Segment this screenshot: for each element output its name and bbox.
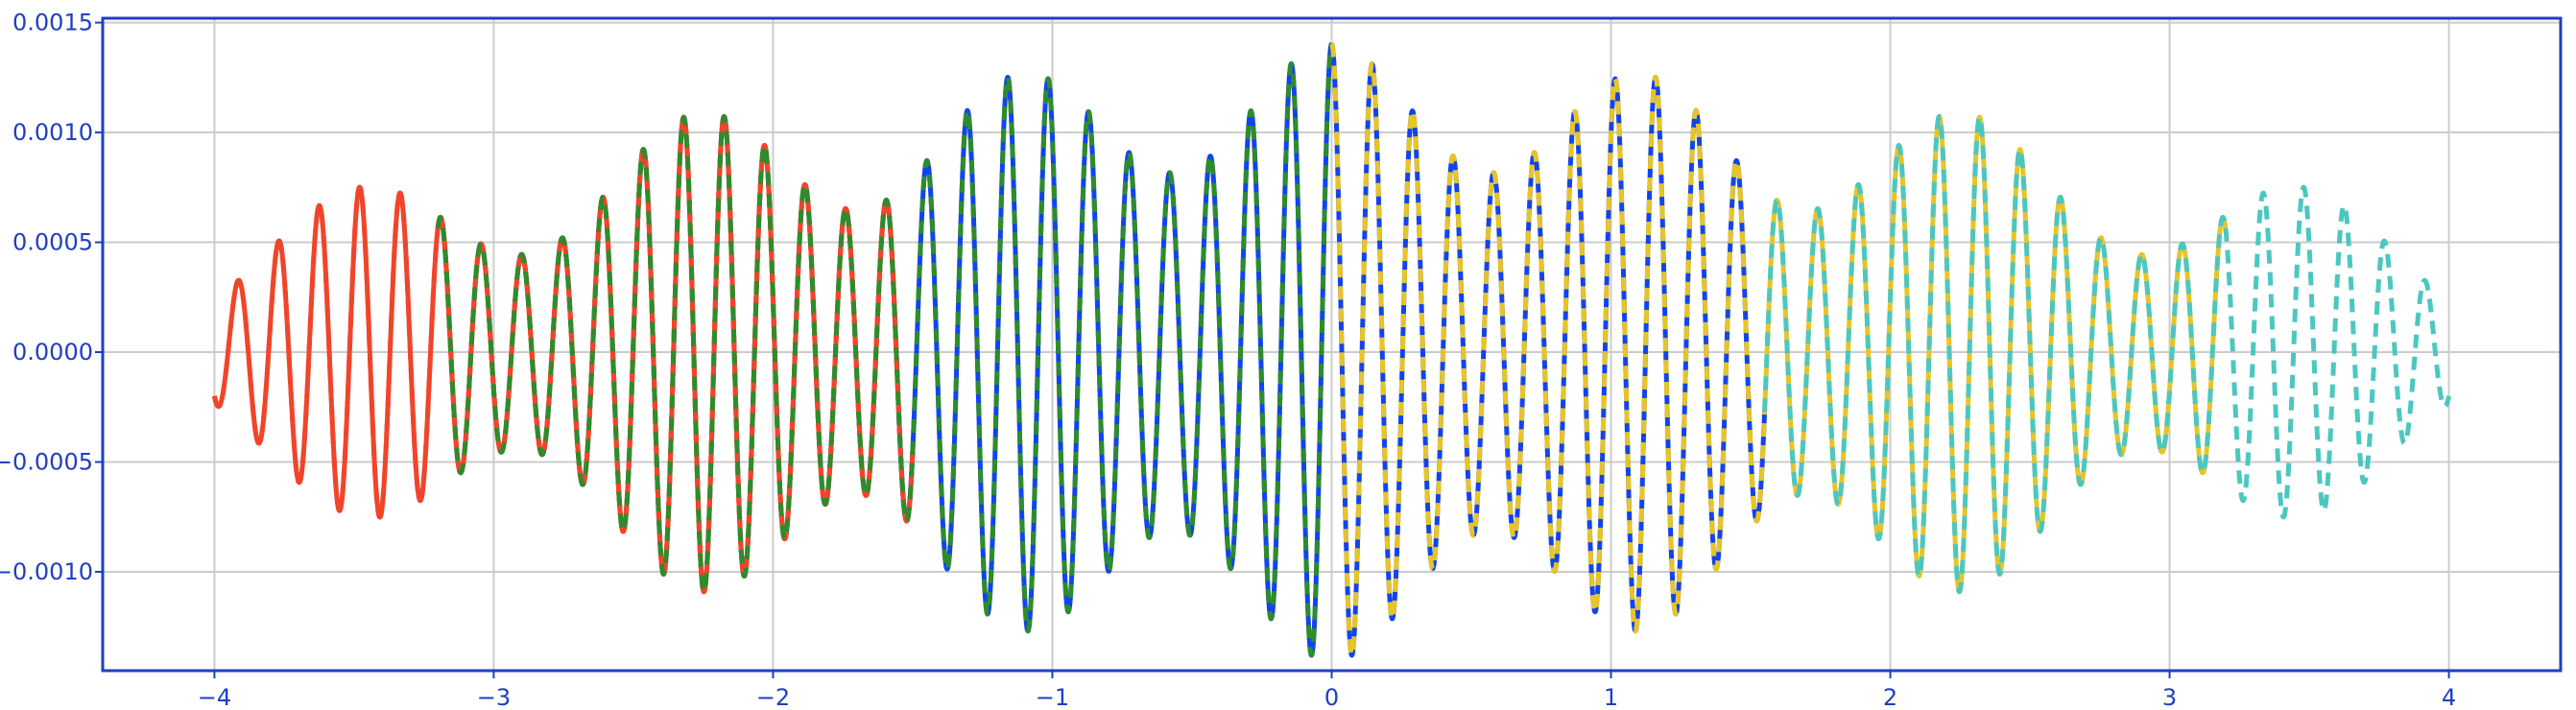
series-overlay-line-1 [211,113,916,595]
x-tick-label: −3 [477,684,511,710]
y-tick-label: 0.0015 [12,10,93,36]
series-overlay-line-2 [435,113,901,595]
y-tick-label: 0.0000 [12,339,93,366]
x-tick-label: 4 [2442,684,2456,710]
x-axis: −4 −3 −2 −1 0 1 2 3 4 [198,671,2456,710]
y-tick-label: −0.0010 [0,558,93,585]
y-tick-label: 0.0010 [12,119,93,146]
x-tick-label: −4 [198,684,231,710]
x-tick-label: 1 [1604,684,1618,710]
x-tick-label: 2 [1883,684,1897,710]
x-tick-label: 0 [1324,684,1339,710]
y-axis: 0.0015 0.0010 0.0005 0.0000 −0.0005 −0.0010 [0,10,103,585]
x-tick-label: −2 [756,684,790,710]
x-tick-label: −1 [1036,684,1069,710]
series-overlay-line-3 [895,41,1334,658]
series-overlay-line-4 [1329,41,1768,658]
y-tick-label: −0.0005 [0,448,93,475]
series-group [211,41,2452,658]
y-tick-label: 0.0005 [12,229,93,256]
series-overlay-line-5 [1762,113,2229,595]
series-line-6 [2223,184,2452,520]
x-tick-label: 3 [2162,684,2177,710]
